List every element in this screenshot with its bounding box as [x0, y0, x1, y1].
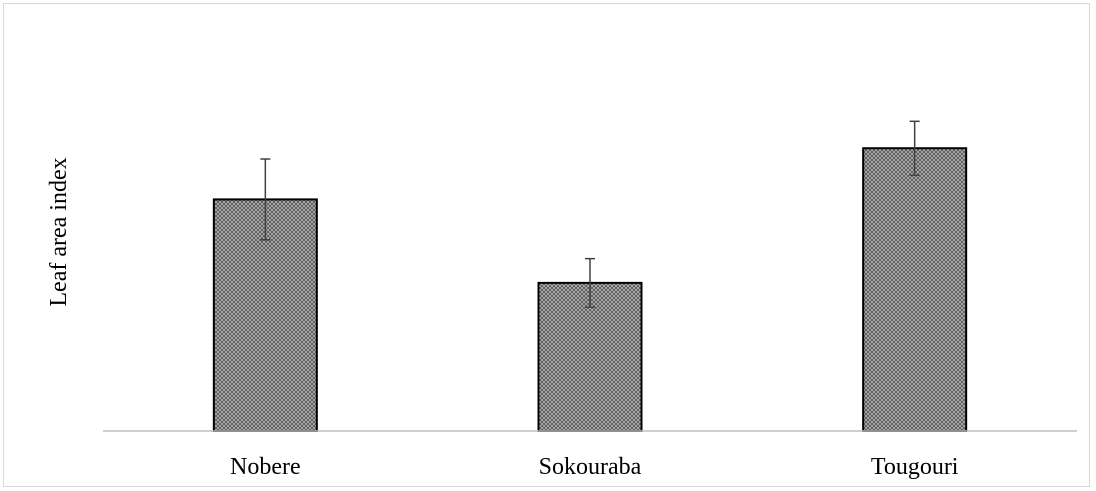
error-bar-tougouri [909, 120, 920, 176]
error-bar-nobere [260, 158, 271, 241]
bar-tougouri [862, 147, 968, 433]
x-tick-label-tougouri: Tougouri [871, 454, 959, 480]
x-tick-label-sokouraba: Sokouraba [539, 454, 642, 480]
y-axis-title: Leaf area index [46, 157, 72, 306]
x-tick-label-nobere: Nobere [230, 454, 301, 480]
error-bar-sokouraba [585, 257, 595, 308]
x-tick-labels: Nobere Sokouraba Tougouri [230, 454, 959, 480]
error-bars-layer [260, 120, 920, 308]
